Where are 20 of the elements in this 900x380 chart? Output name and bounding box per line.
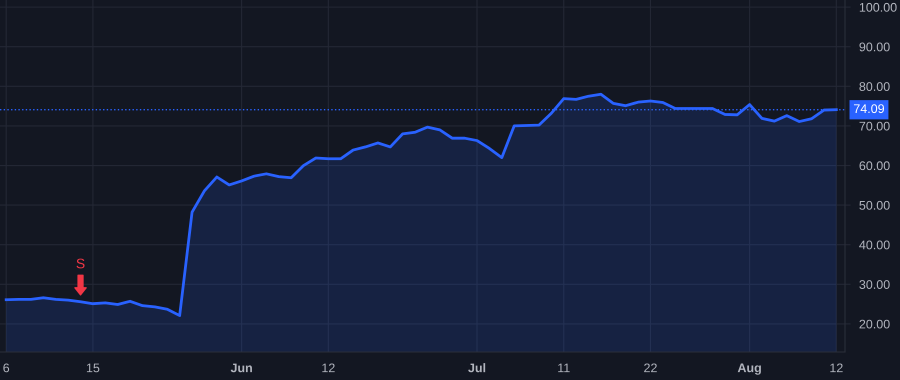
y-tick-label: 20.00	[860, 320, 890, 329]
annotation: S	[76, 258, 85, 268]
x-tick-label: 6	[3, 363, 10, 372]
x-tick-label: 12	[830, 363, 843, 372]
x-tick-label: Aug	[738, 364, 761, 375]
y-tick-label: 70.00	[860, 122, 890, 131]
y-tick-label: 100.00	[860, 2, 897, 12]
y-tick-label: 30.00	[859, 280, 890, 289]
x-tick-label: 15	[86, 364, 100, 372]
x-tick-label: 11	[558, 364, 570, 372]
x-tick-label: Jul	[468, 363, 486, 372]
y-tick-label: 50.00	[859, 200, 890, 210]
ref-line-label: 74.09	[854, 104, 884, 114]
y-tick-label: 60.00	[860, 161, 890, 170]
x-tick-label: 22	[644, 363, 657, 372]
y-tick-label: 40.00	[859, 240, 890, 250]
y-tick-label: 80.00	[859, 82, 890, 91]
x-tick-label: Jun	[230, 364, 252, 372]
x-tick-label: 12	[322, 363, 335, 372]
y-tick-label: 90.00	[859, 42, 890, 52]
